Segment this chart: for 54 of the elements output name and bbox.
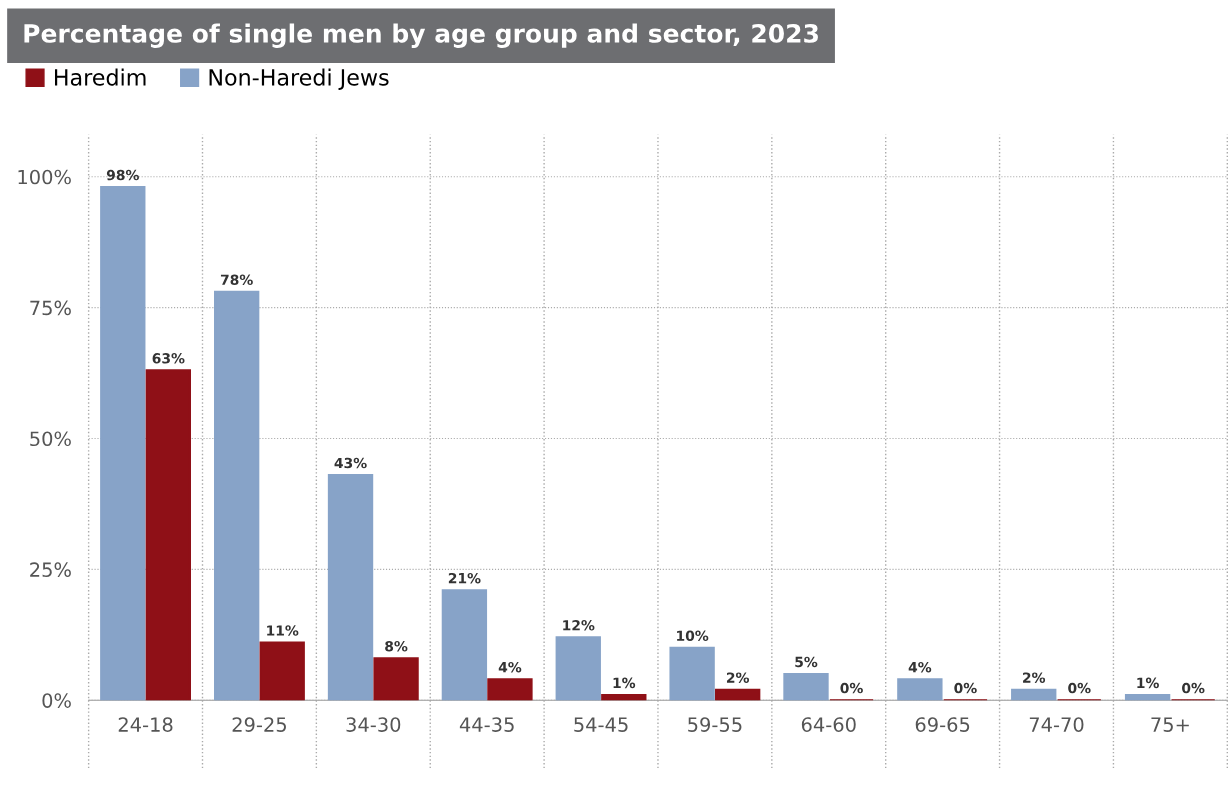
y-tick-label: 100% [18, 169, 71, 185]
x-tick-label: 54-45 [574, 717, 628, 732]
data-label: 12% [563, 620, 595, 631]
bar [715, 688, 761, 701]
y-tick-label: 75% [30, 300, 71, 316]
x-tick-label: 69-65 [915, 717, 970, 732]
data-label: 43% [334, 457, 367, 469]
bar [487, 678, 533, 701]
data-label: 1% [613, 677, 636, 689]
bar [145, 369, 192, 701]
chart-title: Percentage of single men by age group and sector, 2023 [24, 23, 818, 48]
bar [1124, 693, 1171, 701]
data-label: 8% [385, 640, 408, 652]
data-label: 2% [726, 672, 750, 683]
x-tick-label: 75+ [1151, 717, 1189, 732]
bar [441, 589, 488, 701]
bar [373, 657, 419, 701]
bar [213, 290, 260, 701]
bar [259, 641, 305, 701]
data-label: 98% [106, 169, 139, 181]
bar [897, 678, 943, 701]
x-tick-label: 74-70 [1029, 717, 1084, 732]
data-label: 63% [152, 353, 185, 364]
y-tick-label: 50% [30, 431, 71, 447]
data-label: 21% [448, 572, 481, 584]
data-label: 0% [954, 682, 977, 694]
data-label: 10% [677, 630, 709, 642]
data-label: 1% [1137, 677, 1159, 689]
x-tick-label: 24-18 [118, 717, 173, 732]
data-label: 11% [267, 625, 299, 636]
data-label: 78% [220, 274, 253, 286]
bar [1011, 688, 1057, 701]
x-tick-label: 59-55 [688, 717, 742, 732]
legend-label: Haredim [55, 68, 146, 86]
y-tick-label: 25% [30, 562, 71, 577]
data-label: 0% [1182, 682, 1205, 694]
bar [327, 474, 374, 701]
data-label: 2% [1023, 672, 1046, 683]
x-tick-label: 44-35 [459, 717, 514, 732]
data-label: 4% [498, 661, 522, 673]
legend-label: Non-Haredi Jews [209, 68, 389, 90]
y-tick-label: 0% [42, 693, 71, 708]
bar [100, 186, 146, 701]
data-label: 4% [908, 661, 932, 673]
data-label: 5% [795, 656, 818, 668]
data-label: 0% [840, 682, 863, 694]
x-tick-label: 29-25 [232, 717, 286, 732]
x-tick-label: 34-30 [346, 717, 401, 732]
bar [669, 646, 715, 701]
bar [601, 693, 647, 701]
bar [555, 636, 601, 701]
x-tick-label: 64-60 [801, 717, 856, 732]
data-label: 0% [1068, 682, 1091, 694]
bar [783, 673, 829, 701]
